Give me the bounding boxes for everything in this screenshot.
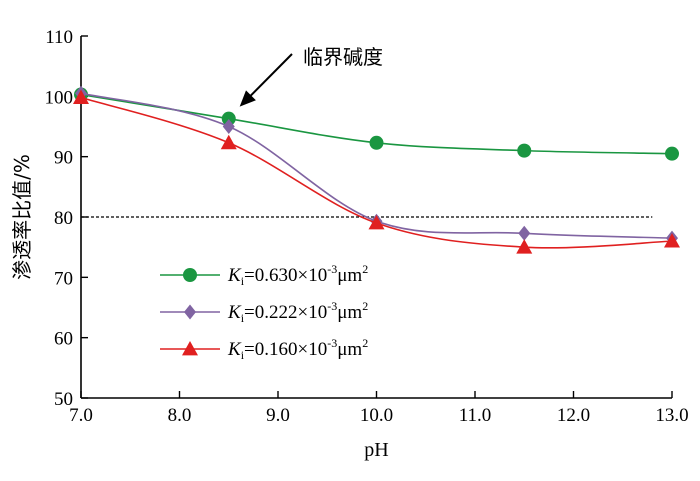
data-point — [220, 134, 237, 150]
data-point — [368, 215, 385, 230]
legend-label: Ki=0.160×10-3μm2 — [227, 336, 368, 362]
legend: Ki=0.630×10-3μm2 Ki=0.222×10-3μm2 Ki=0.160… — [160, 262, 368, 362]
x-tick-label: 9.0 — [266, 405, 290, 426]
legend-item-1: Ki=0.630×10-3μm2 — [160, 262, 368, 288]
y-tick-label: 90 — [54, 148, 73, 169]
x-tick-label: 10.0 — [360, 405, 393, 426]
legend-marker — [183, 268, 197, 282]
legend-label: Ki=0.630×10-3μm2 — [227, 262, 368, 288]
axes: 50 60 70 80 90 100 110 7.0 8.0 9.0 10.0 11.0 12.0 13.… — [10, 27, 689, 461]
x-tick-label: 7.0 — [69, 405, 93, 426]
series-3 — [73, 89, 680, 254]
y-tick-label: 70 — [54, 268, 73, 289]
legend-item-3: Ki=0.160×10-3μm2 — [160, 336, 368, 362]
data-point — [516, 239, 533, 254]
data-point — [222, 119, 235, 134]
x-axis-title: pH — [364, 439, 388, 461]
y-tick-label: 110 — [45, 27, 73, 48]
series-group — [73, 85, 680, 254]
x-tick-label: 13.0 — [655, 405, 688, 426]
legend-marker — [182, 341, 198, 356]
legend-item-2: Ki=0.222×10-3μm2 — [160, 299, 368, 325]
annotation-text: 临界碱度 — [303, 45, 383, 69]
y-tick-label: 80 — [54, 208, 73, 229]
x-tick-label: 8.0 — [168, 405, 192, 426]
x-tick-label: 11.0 — [459, 405, 492, 426]
y-tick-label: 60 — [54, 329, 73, 350]
data-point — [517, 143, 532, 158]
annotation: 临界碱度 — [239, 45, 383, 107]
data-point — [369, 135, 384, 150]
annotation-arrow-shaft — [246, 53, 293, 100]
legend-marker — [184, 304, 196, 320]
data-point — [665, 146, 679, 161]
annotation-arrow-head — [239, 90, 256, 107]
legend-label: Ki=0.222×10-3μm2 — [227, 299, 368, 325]
data-point — [221, 111, 236, 126]
x-tick-label: 12.0 — [557, 405, 590, 426]
y-tick-label: 100 — [45, 87, 74, 108]
data-point — [664, 233, 680, 248]
y-axis-title: 渗透率比值/% — [10, 154, 34, 280]
data-point — [73, 89, 89, 104]
series-1 — [74, 87, 679, 161]
y-tick-label: 50 — [54, 389, 73, 410]
data-point — [518, 225, 531, 241]
